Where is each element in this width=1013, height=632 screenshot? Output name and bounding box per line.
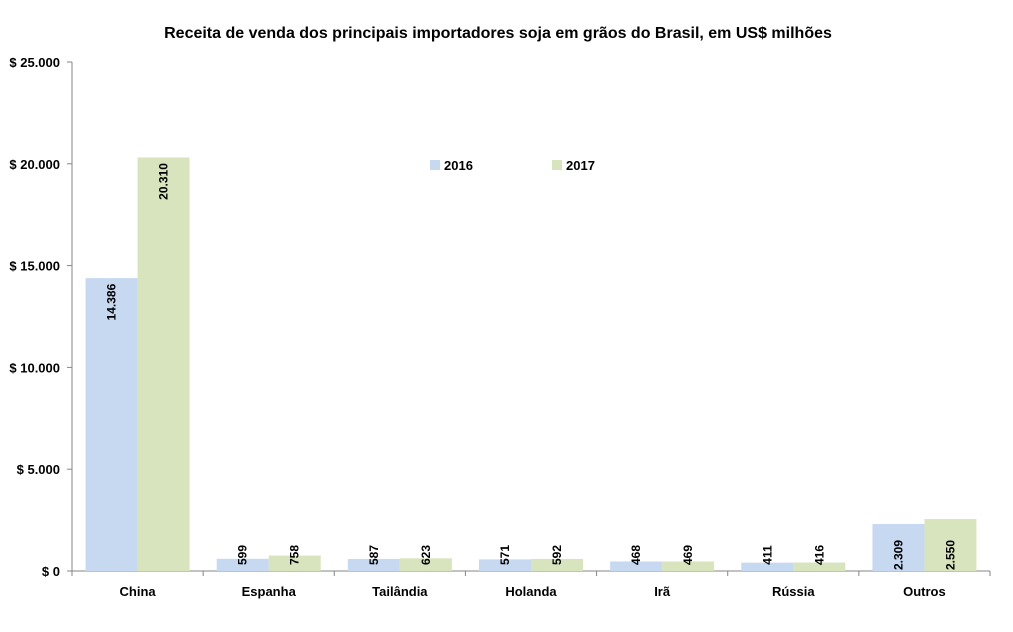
data-label: 2.550 — [943, 540, 957, 570]
bar-2017 — [662, 561, 715, 571]
data-label: 599 — [236, 545, 250, 565]
bars — [85, 157, 977, 571]
axes: $ 0 $ 5.000 $ 10.000 $ 15.000 $ 20.000 $ 25.0… — [9, 55, 991, 599]
bar-2017 — [924, 519, 977, 571]
y-tick-label: $ 10.000 — [9, 360, 60, 375]
data-label: 623 — [419, 545, 433, 565]
x-tick-label: Outros — [903, 584, 946, 599]
bar-2016 — [85, 278, 138, 571]
data-label: 468 — [629, 545, 643, 565]
data-label: 469 — [681, 545, 695, 565]
y-tick-label: $ 5.000 — [17, 462, 60, 477]
bar-2017 — [268, 555, 321, 571]
data-label: 2.309 — [891, 540, 905, 570]
bar-2016 — [479, 559, 531, 571]
data-label: 416 — [812, 545, 826, 565]
bar-2017 — [531, 558, 583, 571]
y-tick-label: $ 0 — [42, 564, 60, 579]
chart-title: Receita de venda dos principais importad… — [164, 25, 832, 42]
data-label: 592 — [550, 545, 564, 565]
data-label: 411 — [760, 545, 774, 565]
legend-label-2017: 2017 — [566, 158, 595, 173]
y-tick-label: $ 15.000 — [9, 259, 60, 274]
bar-2016 — [741, 562, 794, 571]
data-label: 14.386 — [105, 283, 119, 320]
data-label: 20.310 — [157, 163, 171, 200]
data-label: 587 — [367, 545, 381, 565]
bar-2016 — [872, 523, 925, 571]
bar-2016 — [347, 559, 400, 571]
y-tick-label: $ 20.000 — [9, 157, 60, 172]
legend-label-2016: 2016 — [444, 158, 473, 173]
data-label: 571 — [498, 545, 512, 565]
x-tick-label: Irã — [654, 584, 671, 599]
bar-2017 — [137, 157, 190, 571]
x-tick-label: Espanha — [242, 584, 297, 599]
legend: 2016 2017 — [430, 158, 595, 173]
x-tick-label: Holanda — [505, 584, 557, 599]
x-tick-label: China — [120, 584, 157, 599]
y-tick-label: $ 25.000 — [9, 55, 60, 70]
bar-2016 — [610, 561, 663, 571]
bar-2017 — [793, 562, 846, 571]
data-label: 758 — [288, 545, 302, 565]
x-tick-label: Tailândia — [372, 584, 428, 599]
bar-2016 — [216, 558, 269, 571]
legend-swatch-2017 — [552, 160, 562, 170]
value-labels: 14.386 20.310 599 758 587 623 571 592 468 469 411 4… — [105, 163, 958, 570]
legend-swatch-2016 — [430, 160, 440, 170]
x-tick-label: Rússia — [772, 584, 815, 599]
bar-2017 — [399, 558, 452, 571]
